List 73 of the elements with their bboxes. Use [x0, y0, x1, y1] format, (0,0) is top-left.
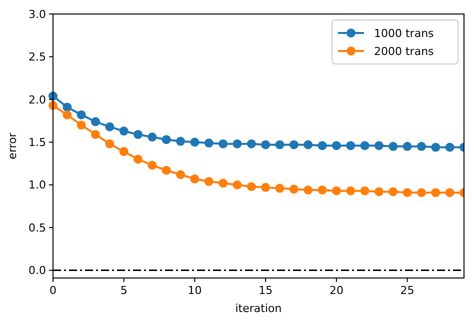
- point: [190, 138, 200, 147]
- point: [445, 142, 454, 152]
- point: [246, 139, 256, 148]
- point: [416, 142, 426, 151]
- point: [332, 141, 341, 150]
- point: [360, 186, 370, 196]
- point: [218, 178, 228, 188]
- point: [119, 126, 128, 136]
- point: [176, 136, 186, 146]
- point: [445, 188, 454, 198]
- point: [176, 170, 186, 180]
- point: [76, 120, 86, 130]
- y-tick-label: 2.0: [28, 93, 46, 106]
- point: [232, 180, 242, 190]
- point: [275, 140, 284, 150]
- y-tick-label: 1.5: [28, 136, 46, 150]
- point: [218, 139, 228, 148]
- x-axis-title: iteration: [235, 302, 282, 315]
- point: [162, 166, 171, 175]
- y-tick-label: 3.0: [28, 8, 46, 21]
- point: [148, 160, 157, 170]
- x-tick-label: 10: [188, 284, 202, 297]
- point: [416, 188, 426, 198]
- y-tick-label: 0.5: [28, 221, 46, 234]
- x-tick-label: 5: [120, 284, 128, 297]
- point: [204, 176, 214, 186]
- point: [402, 142, 412, 151]
- x-tick-label: 15: [258, 284, 273, 297]
- y-tick-label: 0.0: [28, 264, 46, 278]
- x-tick-label: 0: [50, 284, 56, 297]
- point: [318, 186, 327, 194]
- point: [289, 140, 298, 150]
- point: [402, 188, 412, 198]
- point: [346, 141, 356, 150]
- point: [134, 154, 143, 164]
- x-tick-label: 25: [400, 284, 414, 297]
- point: [374, 141, 384, 150]
- point: [318, 141, 327, 150]
- point: [232, 139, 242, 148]
- point: [304, 186, 313, 194]
- point: [388, 142, 398, 151]
- point: [190, 174, 200, 184]
- point: [246, 182, 256, 192]
- point: [148, 132, 157, 142]
- point: [332, 186, 341, 196]
- point: [134, 130, 143, 139]
- point: [162, 135, 171, 144]
- y-tick-label: 1.0: [28, 178, 46, 192]
- y-axis-title: error: [6, 132, 19, 160]
- legend-label: 1000 trans: [374, 26, 434, 40]
- point: [275, 184, 284, 193]
- point: [204, 138, 214, 148]
- point: [304, 140, 313, 150]
- point: [76, 110, 86, 120]
- y-tick-label: 2.5: [28, 50, 46, 64]
- legend-label: 2000 trans: [374, 44, 434, 58]
- point: [261, 140, 270, 150]
- point: [360, 141, 370, 150]
- point: [431, 142, 440, 152]
- point: [91, 117, 100, 126]
- point: [105, 139, 114, 148]
- point: [91, 130, 100, 139]
- point: [289, 184, 298, 194]
- point: [388, 187, 398, 196]
- point: [119, 147, 128, 156]
- point: [431, 188, 440, 198]
- point: [105, 122, 114, 132]
- x-tick-label: 20: [329, 284, 344, 297]
- point: [62, 102, 72, 112]
- point: [346, 186, 356, 196]
- point: [62, 110, 72, 120]
- point: [261, 182, 270, 192]
- point: [374, 187, 384, 196]
